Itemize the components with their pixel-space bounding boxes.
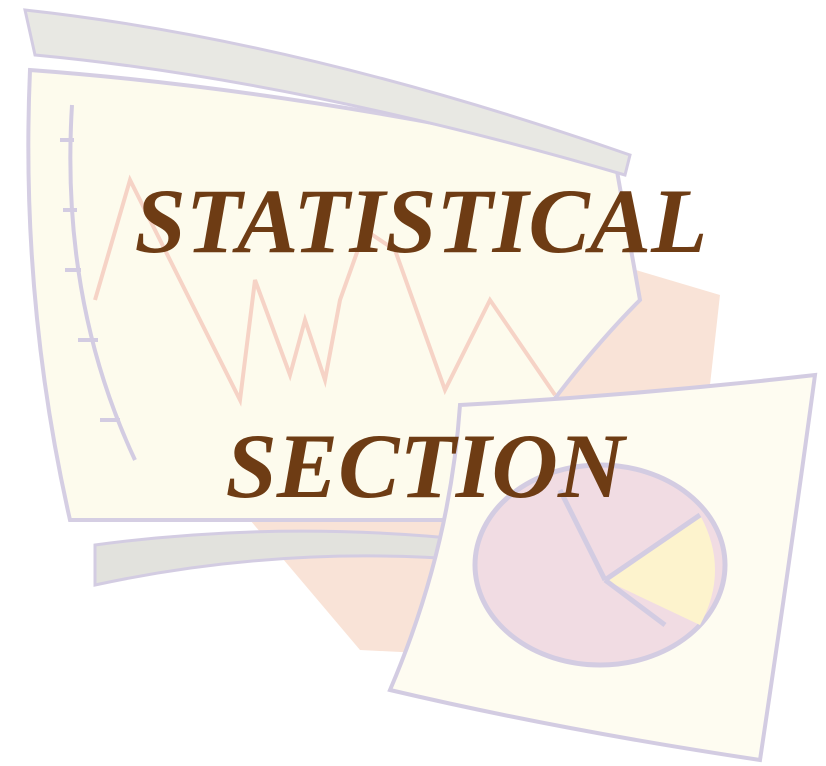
clip-art xyxy=(25,10,815,760)
page: STATISTICAL SECTION (() => { const data … xyxy=(0,0,826,766)
cover-art: STATISTICAL SECTION xyxy=(0,0,826,766)
title-line-2: SECTION xyxy=(226,415,628,517)
title-line-1: STATISTICAL xyxy=(135,170,708,272)
